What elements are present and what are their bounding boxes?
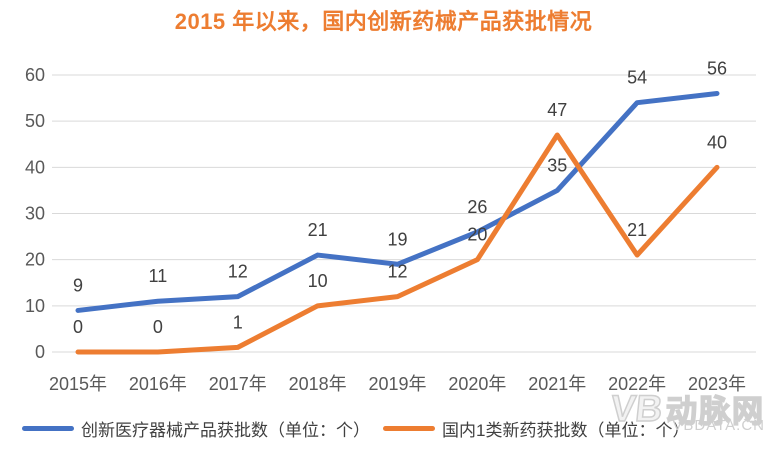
legend-label-devices: 创新医疗器械产品获批数（单位：个） (81, 421, 370, 440)
data-label: 20 (467, 225, 487, 245)
data-label: 40 (707, 132, 727, 152)
x-tick-label: 2022年 (608, 374, 666, 394)
data-label: 10 (308, 271, 328, 291)
legend-label-drugs: 国内1类新药获批数（单位：个） (442, 421, 690, 440)
data-label: 47 (547, 100, 567, 120)
y-tick-label: 20 (25, 250, 45, 270)
data-label: 54 (627, 68, 647, 88)
y-tick-label: 0 (35, 342, 45, 362)
y-tick-label: 50 (25, 111, 45, 131)
data-label: 26 (467, 197, 487, 217)
x-tick-label: 2016年 (129, 374, 187, 394)
y-tick-label: 60 (25, 65, 45, 85)
data-label: 11 (149, 266, 168, 286)
chart-title: 2015 年以来，国内创新药械产品获批情况 (174, 9, 593, 34)
x-tick-label: 2018年 (289, 374, 347, 394)
data-label: 56 (707, 58, 727, 78)
y-tick-label: 30 (25, 204, 45, 224)
series-line-1 (75, 132, 720, 355)
data-label: 19 (387, 229, 407, 249)
legend-item-drugs: 国内1类新药获批数（单位：个） (383, 416, 689, 441)
y-tick-label: 40 (25, 157, 45, 177)
data-label: 12 (228, 262, 248, 282)
legend-swatch-blue-line (22, 426, 74, 431)
data-label: 21 (627, 220, 647, 240)
data-label: 9 (73, 275, 83, 295)
x-tick-label: 2019年 (368, 374, 426, 394)
x-tick-label: 2015年 (49, 374, 107, 394)
data-label: 35 (547, 155, 567, 175)
data-label: 1 (233, 312, 243, 332)
x-tick-label: 2017年 (209, 374, 267, 394)
legend-swatch-orange-line (383, 426, 435, 431)
y-tick-label: 10 (25, 296, 45, 316)
x-tick-label: 2021年 (528, 374, 586, 394)
x-tick-label: 2023年 (688, 374, 746, 394)
series-line-0 (75, 90, 720, 313)
chart-legend: 创新医疗器械产品获批数（单位：个） 国内1类新药获批数（单位：个） (22, 416, 689, 441)
x-tick-label: 2020年 (448, 374, 506, 394)
data-label: 21 (308, 220, 328, 240)
data-label: 0 (73, 317, 83, 337)
data-label: 0 (153, 317, 163, 337)
legend-item-devices: 创新医疗器械产品获批数（单位：个） (22, 416, 370, 441)
data-label: 12 (387, 262, 407, 282)
